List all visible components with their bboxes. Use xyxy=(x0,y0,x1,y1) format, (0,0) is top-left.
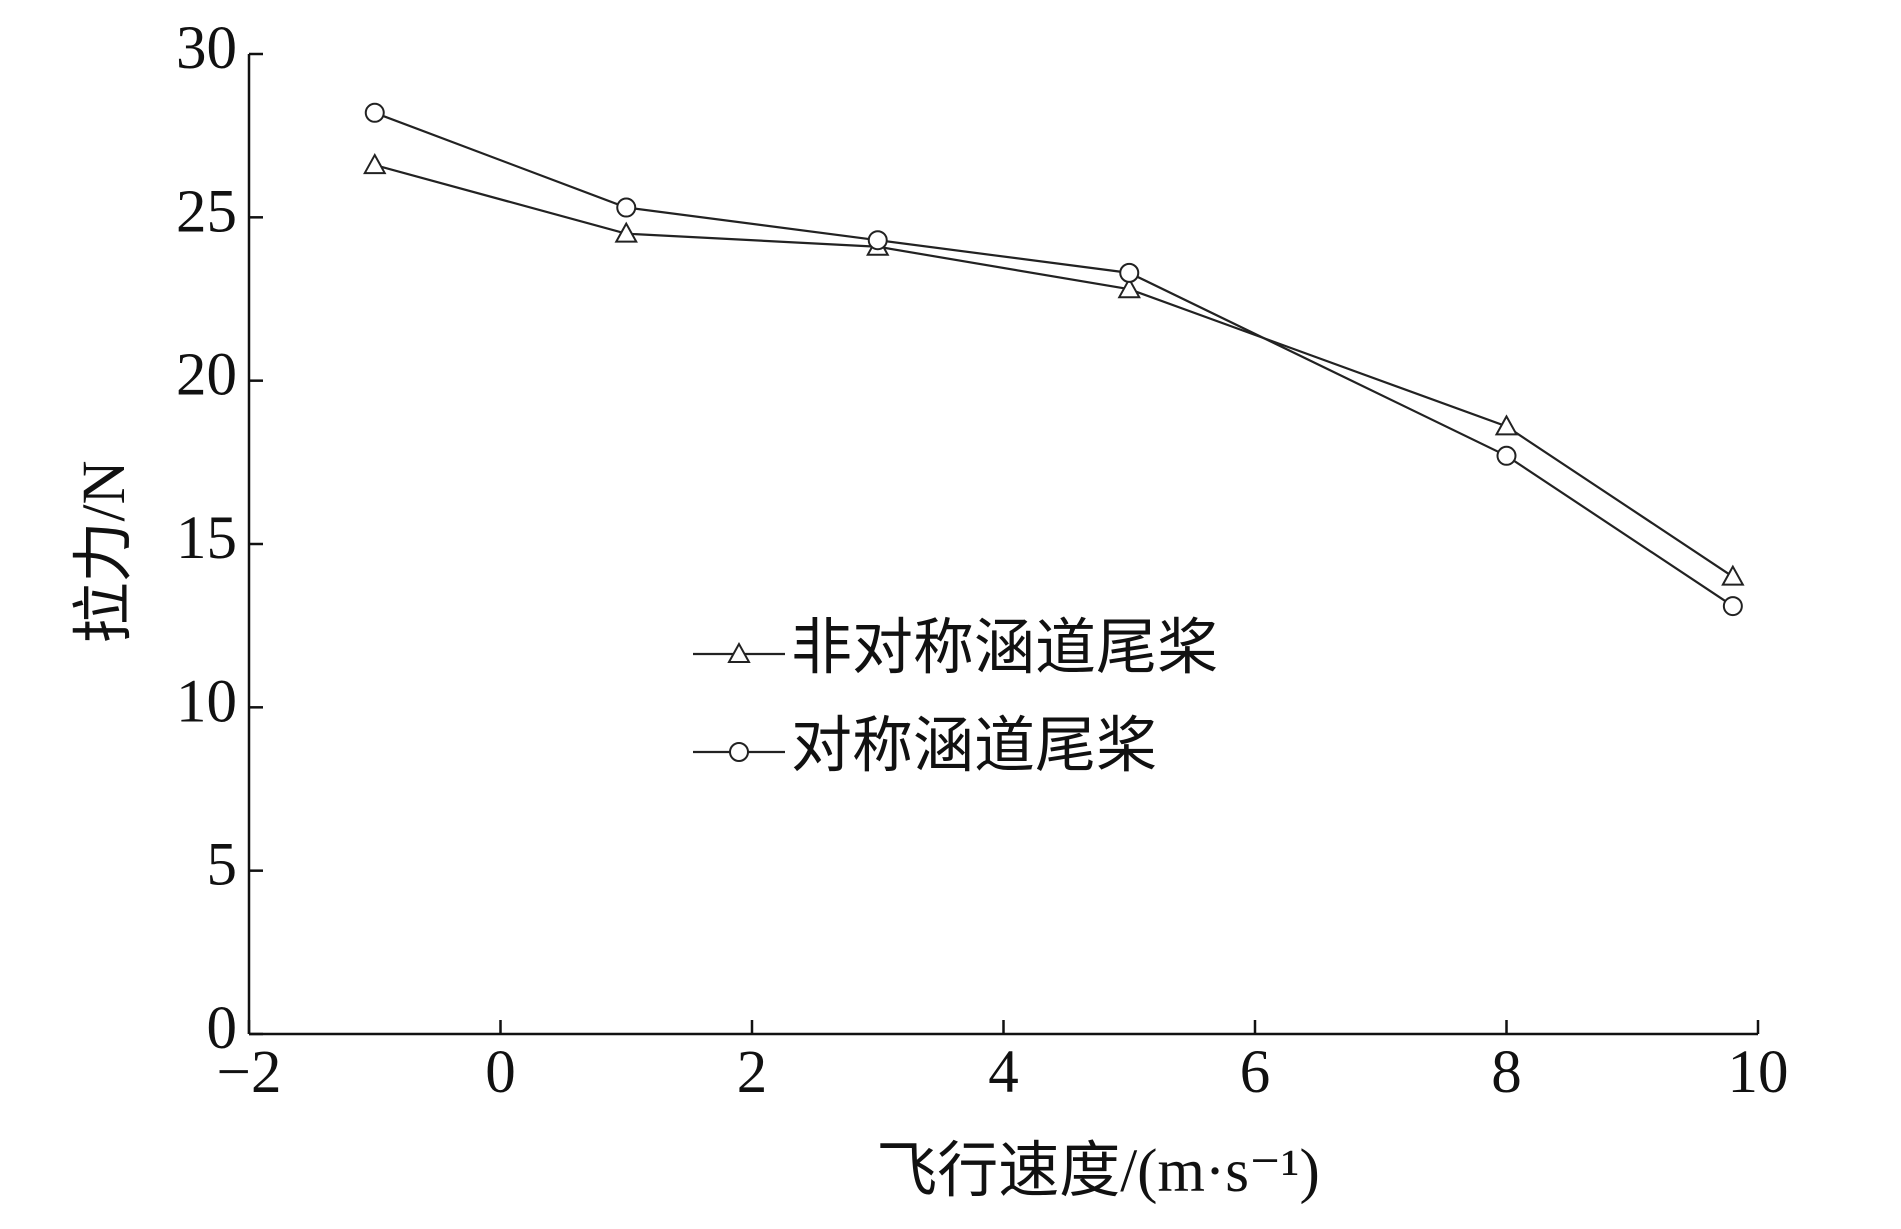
data-point xyxy=(364,102,385,123)
data-point xyxy=(1721,564,1745,586)
y-tick-label: 20 xyxy=(176,342,237,409)
legend-marker xyxy=(727,641,751,663)
data-point xyxy=(1119,262,1140,283)
y-tick-label: 15 xyxy=(176,505,237,572)
data-point xyxy=(1117,277,1141,299)
data-point xyxy=(363,153,387,175)
x-tick-label: 8 xyxy=(1491,1039,1522,1106)
data-point xyxy=(614,221,638,243)
series-line xyxy=(374,111,1734,607)
legend-label: 对称涵道尾桨 xyxy=(791,713,1157,780)
data-point xyxy=(1722,596,1743,617)
x-tick-label: 2 xyxy=(737,1039,768,1106)
legend-marker xyxy=(729,742,749,762)
x-tick-label: 4 xyxy=(988,1039,1019,1106)
x-tick-label: −2 xyxy=(217,1039,282,1106)
data-point xyxy=(1496,445,1517,466)
y-tick-label: 30 xyxy=(176,15,237,82)
y-tick-label: 0 xyxy=(207,995,238,1062)
series-line xyxy=(374,164,1734,578)
x-tick-label: 0 xyxy=(485,1039,516,1106)
y-tick-label: 25 xyxy=(176,178,237,245)
legend-label: 非对称涵道尾桨 xyxy=(791,615,1218,682)
y-axis-title: 拉力/N xyxy=(71,460,138,643)
data-point xyxy=(1494,414,1519,436)
data-point xyxy=(616,197,637,218)
x-tick-label: 6 xyxy=(1240,1039,1271,1106)
x-axis-title: 飞行速度/(m·s⁻¹) xyxy=(876,1138,1320,1205)
x-tick-label: 10 xyxy=(1728,1039,1789,1106)
data-point xyxy=(867,230,888,251)
y-tick-label: 5 xyxy=(207,832,238,899)
y-tick-label: 10 xyxy=(176,668,237,735)
